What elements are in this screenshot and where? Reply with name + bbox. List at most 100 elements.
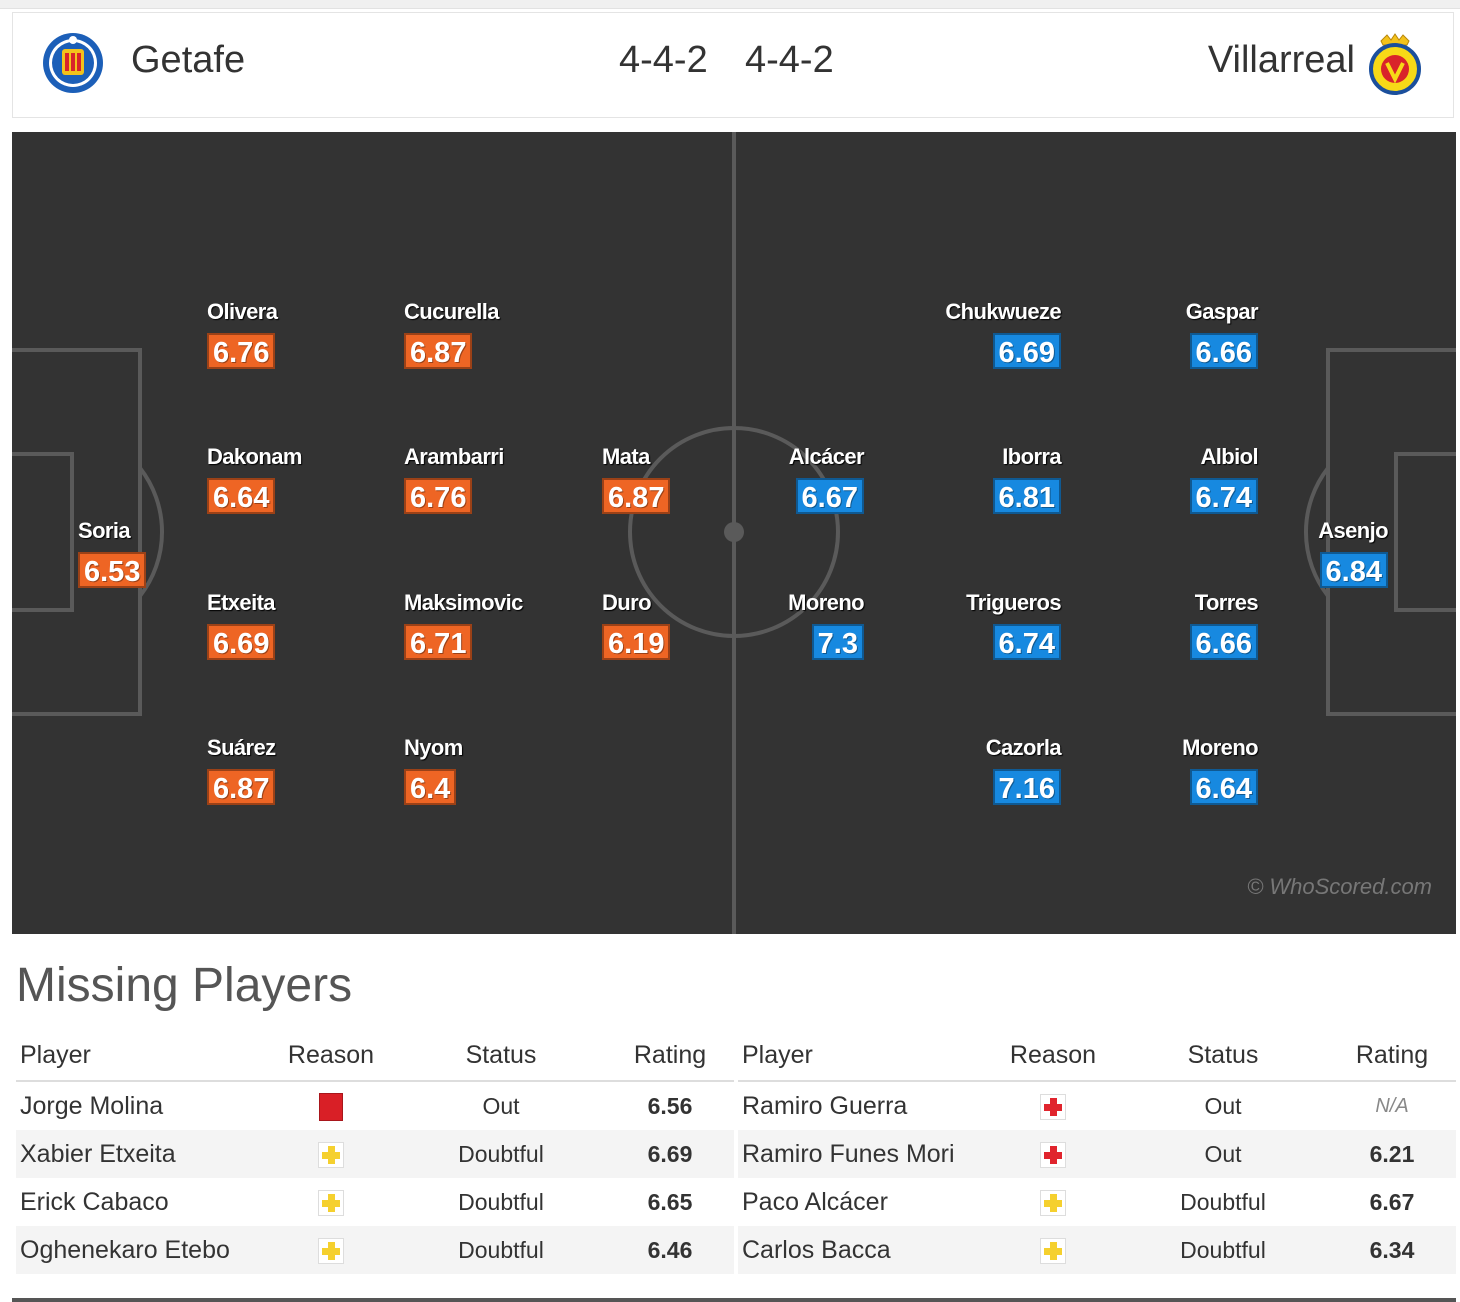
col-rating: Rating [606,1030,734,1082]
table-row: Oghenekaro Etebo Doubtful 6.46 [16,1226,734,1274]
home-formation: 4-4-2 [619,39,708,81]
rating: 6.21 [1328,1130,1456,1178]
status: Out [1118,1130,1328,1178]
player-name: Moreno [1182,735,1258,760]
player-rating: 6.69 [207,624,276,660]
player-rating: 7.16 [992,769,1061,805]
home-team-name: Getafe [131,39,246,81]
player-rating: 6.76 [207,333,276,369]
player-name: Torres [1194,590,1259,615]
red-card-icon [319,1092,343,1121]
player-name: Alcácer [788,444,865,469]
home-missing-table: Player Reason Status Rating Jorge Molina… [16,1030,734,1274]
col-rating: Rating [1328,1030,1456,1082]
table-row: Carlos Bacca Doubtful 6.34 [738,1226,1456,1274]
player-name: Nyom [404,735,463,760]
player-rating: 6.69 [992,333,1061,369]
status: Doubtful [1180,1188,1266,1215]
col-player: Player [738,1030,988,1082]
status: Doubtful [1118,1226,1328,1274]
player-rating: 6.64 [207,478,276,514]
rating: 6.67 [1369,1188,1415,1215]
player-rating: 6.74 [992,624,1061,660]
player-name: Asenjo [1318,518,1388,543]
rating: 6.46 [606,1226,734,1274]
doubtful-icon [1040,1189,1066,1216]
player-rating: 6.71 [404,624,473,660]
away-team-name: Villarreal [1207,39,1355,81]
player-name: Chukwueze [945,299,1061,324]
player-name[interactable]: Carlos Bacca [738,1226,988,1274]
player-name: Trigueros [966,590,1061,615]
player-name: Cazorla [985,735,1062,760]
player-name: Soria [78,518,131,543]
doubtful-icon [318,1141,344,1168]
player-name: Duro [602,590,652,615]
doubtful-icon [318,1237,344,1264]
player-rating: 6.87 [207,769,276,805]
player-rating: 6.67 [795,478,864,514]
table-row: Erick Cabaco Doubtful 6.65 [16,1178,734,1226]
col-player: Player [16,1030,266,1082]
player-name: Mata [602,444,650,469]
player-rating: 6.84 [1319,552,1388,588]
player-name[interactable]: Jorge Molina [20,1091,164,1120]
player-rating: 6.76 [404,478,473,514]
player-rating: 6.53 [78,552,147,588]
player-name[interactable]: Paco Alcácer [742,1187,888,1216]
player-rating: 6.66 [1189,333,1258,369]
rating: 6.56 [647,1092,693,1119]
bottom-border [12,1298,1456,1302]
player-name: Arambarri [404,444,504,469]
player-rating: 6.66 [1189,624,1258,660]
player-rating: 6.81 [992,478,1061,514]
rating: 6.34 [1328,1226,1456,1274]
player-rating: 6.87 [602,478,671,514]
pitch-markings [12,132,1456,934]
rating: 6.69 [606,1130,734,1178]
table-row: Paco Alcácer Doubtful 6.67 [738,1178,1456,1226]
player-rating: 6.64 [1189,769,1258,805]
player-rating: 6.74 [1189,478,1258,514]
player-rating: 7.3 [811,624,864,660]
player-name[interactable]: Erick Cabaco [20,1187,169,1216]
player-name: Albiol [1200,444,1258,469]
injury-icon [1040,1093,1066,1120]
table-row: Jorge Molina Out 6.56 [16,1081,734,1130]
player-name: Cucurella [404,299,499,324]
col-reason: Reason [266,1030,396,1082]
status: Out [482,1092,520,1119]
pitch: Soria 6.53 Olivera 6.76 Dakonam 6.64 Etx… [12,132,1456,934]
rating: N/A [1375,1094,1409,1117]
away-missing-table: Player Reason Status Rating Ramiro Guerr… [738,1030,1456,1274]
col-reason: Reason [988,1030,1118,1082]
villarreal-crest-icon [1369,33,1421,95]
player-name[interactable]: Xabier Etxeita [16,1130,266,1178]
col-status: Status [396,1030,606,1082]
player-name: Etxeita [207,590,276,615]
player-rating: 6.19 [602,624,671,660]
getafe-crest-icon [43,33,103,93]
status: Out [1204,1092,1242,1119]
whoscored-watermark: © WhoScored.com [1247,874,1432,899]
col-status: Status [1118,1030,1328,1082]
doubtful-icon [1040,1237,1066,1264]
player-name: Olivera [207,299,278,324]
table-row: Ramiro Funes Mori Out 6.21 [738,1130,1456,1178]
player-name: Suárez [207,735,276,760]
table-row: Ramiro Guerra Out N/A [738,1081,1456,1130]
player-name: Iborra [1002,444,1061,469]
missing-players-title: Missing Players [16,959,353,1012]
player-rating: 6.4 [404,769,457,805]
player-name[interactable]: Oghenekaro Etebo [16,1226,266,1274]
doubtful-icon [318,1189,344,1216]
player-name: Maksimovic [404,590,523,615]
injury-icon [1040,1141,1066,1168]
player-name[interactable]: Ramiro Funes Mori [738,1130,988,1178]
player-name[interactable]: Ramiro Guerra [742,1091,908,1120]
player-name: Moreno [788,590,864,615]
player-rating: 6.87 [404,333,473,369]
player-name: Dakonam [207,444,302,469]
table-row: Xabier Etxeita Doubtful 6.69 [16,1130,734,1178]
match-header: Getafe 4-4-2 4-4-2 Villarreal [12,12,1454,118]
